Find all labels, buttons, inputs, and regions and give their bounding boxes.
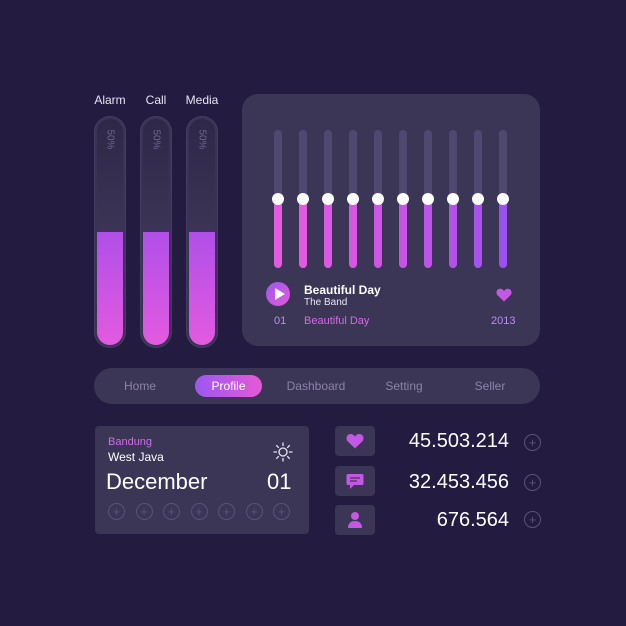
eq-band-fill	[324, 199, 332, 268]
call-volume-percent: 50%	[150, 129, 162, 150]
eq-band-10[interactable]	[497, 130, 509, 268]
sun-icon	[273, 442, 293, 462]
track-number: 01	[274, 315, 287, 327]
stat-comments-add-icon[interactable]: +	[524, 474, 541, 491]
day-label: 01	[267, 469, 292, 494]
eq-band-knob[interactable]	[447, 193, 459, 205]
date-add-icon[interactable]: +	[245, 503, 263, 520]
eq-band-knob[interactable]	[422, 193, 434, 205]
eq-band-fill	[349, 199, 357, 268]
eq-band-knob[interactable]	[397, 193, 409, 205]
date-add-icon[interactable]: +	[190, 503, 208, 520]
eq-band-fill	[374, 199, 382, 268]
alarm-volume-percent: 50%	[104, 129, 116, 150]
eq-band-fill	[274, 199, 282, 268]
tab-dashboard[interactable]: Dashboard	[286, 379, 346, 393]
eq-band-8[interactable]	[447, 130, 459, 268]
eq-band-5[interactable]	[372, 130, 384, 268]
tab-setting[interactable]: Setting	[385, 379, 423, 393]
date-add-icon[interactable]: +	[218, 503, 235, 520]
eq-band-4[interactable]	[347, 130, 359, 268]
stat-heart-tile	[335, 426, 375, 456]
eq-band-knob[interactable]	[272, 193, 284, 205]
chat-icon	[346, 474, 364, 489]
eq-band-knob[interactable]	[347, 193, 359, 205]
month-label: December	[106, 469, 208, 494]
alarm-volume-slider[interactable]: 50%	[94, 116, 126, 348]
eq-band-2[interactable]	[297, 130, 309, 268]
date-add-icon[interactable]: +	[273, 503, 290, 520]
date-add-icon[interactable]: +	[108, 503, 125, 520]
date-add-icon[interactable]: +	[163, 503, 180, 520]
call-volume-fill	[143, 232, 169, 345]
eq-band-knob[interactable]	[497, 193, 509, 205]
stat-user-tile	[335, 505, 375, 535]
song-title: Beautiful Day	[304, 283, 381, 297]
tab-home[interactable]: Home	[123, 379, 156, 393]
album-name: Beautiful Day	[304, 315, 370, 327]
media-volume-fill	[189, 232, 215, 345]
user-icon	[348, 512, 362, 528]
eq-band-knob[interactable]	[472, 193, 484, 205]
eq-band-1[interactable]	[272, 130, 284, 268]
eq-band-9[interactable]	[472, 130, 484, 268]
city-label: Bandung	[108, 436, 153, 448]
eq-band-3[interactable]	[322, 130, 334, 268]
call-label: Call	[145, 93, 167, 107]
heart-icon	[346, 434, 364, 449]
eq-band-fill	[299, 199, 307, 268]
eq-band-fill	[474, 199, 482, 268]
tab-profile[interactable]: Profile	[195, 375, 262, 397]
stat-followers-add-icon[interactable]: +	[524, 511, 541, 528]
date-add-icon[interactable]: +	[135, 503, 153, 520]
eq-band-fill	[449, 199, 457, 268]
tab-seller[interactable]: Seller	[474, 379, 506, 393]
stat-comments-value: 32.453.456	[408, 471, 509, 493]
stat-followers-value: 676.564	[436, 509, 509, 531]
eq-band-fill	[399, 199, 407, 268]
tab-bar: Home Profile Dashboard Setting Seller	[94, 368, 540, 404]
media-volume-slider[interactable]: 50%	[186, 116, 218, 348]
equalizer-panel: Beautiful Day The Band 01 Beautiful Day …	[242, 94, 540, 346]
stat-chat-tile	[335, 466, 375, 496]
eq-band-6[interactable]	[397, 130, 409, 268]
region-label: West Java	[108, 450, 164, 464]
alarm-label: Alarm	[94, 93, 126, 107]
stat-likes-value: 45.503.214	[408, 430, 509, 452]
eq-band-knob[interactable]	[372, 193, 384, 205]
call-volume-slider[interactable]: 50%	[140, 116, 172, 348]
play-button[interactable]	[266, 282, 290, 306]
alarm-volume-fill	[97, 232, 123, 345]
date-card: Bandung West Java December 01 + + + + + + +	[95, 426, 309, 534]
stat-likes-add-icon[interactable]: +	[524, 434, 541, 451]
eq-band-fill	[424, 199, 432, 268]
media-volume-percent: 50%	[196, 129, 208, 150]
favorite-heart-icon[interactable]	[496, 288, 512, 302]
eq-band-knob[interactable]	[297, 193, 309, 205]
song-artist: The Band	[304, 297, 348, 308]
eq-band-knob[interactable]	[322, 193, 334, 205]
eq-band-fill	[499, 199, 507, 268]
release-year: 2013	[491, 315, 516, 327]
eq-band-7[interactable]	[422, 130, 434, 268]
media-label: Media	[185, 93, 219, 107]
